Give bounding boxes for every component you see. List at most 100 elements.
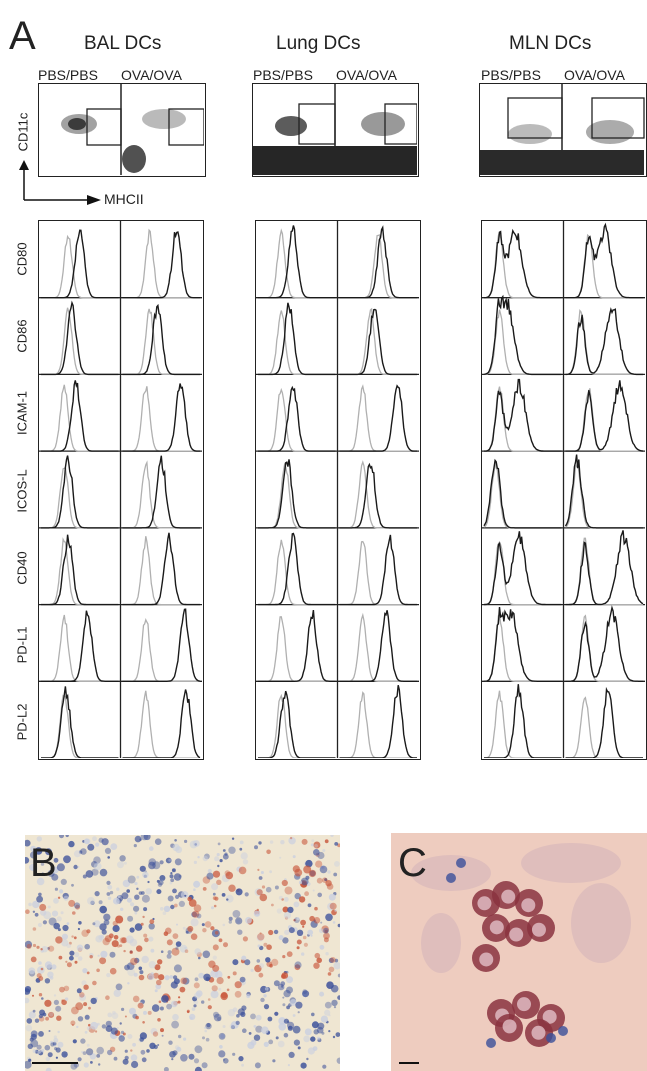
tissue-cell bbox=[103, 913, 111, 921]
tissue-cell bbox=[328, 893, 336, 901]
histogram-isotype-cd80 bbox=[122, 228, 200, 299]
tissue-cell bbox=[77, 865, 80, 868]
tissue-cell bbox=[320, 1015, 328, 1023]
tissue-cell bbox=[82, 874, 87, 879]
tissue-cell bbox=[47, 905, 51, 909]
tissue-cell bbox=[275, 1036, 279, 1040]
tissue-cell bbox=[322, 849, 326, 852]
tissue-cell bbox=[288, 837, 296, 845]
tissue-cell bbox=[30, 956, 37, 963]
condition-label-bal-pbs: PBS/PBS bbox=[38, 67, 98, 83]
tissue-cell bbox=[240, 852, 248, 860]
tissue-cell bbox=[221, 893, 226, 897]
tissue-cell bbox=[222, 1025, 226, 1028]
tissue-cell bbox=[274, 885, 279, 890]
tissue-cell bbox=[232, 971, 237, 976]
tissue-cell bbox=[117, 895, 121, 898]
tissue-cell bbox=[180, 1054, 188, 1062]
tissue-cell bbox=[170, 872, 173, 875]
tissue-cell bbox=[202, 1036, 205, 1040]
tissue-cell bbox=[189, 1013, 196, 1020]
tissue-cell bbox=[34, 912, 39, 917]
tissue-cell bbox=[99, 905, 107, 914]
tissue-cell bbox=[169, 874, 174, 879]
tissue-cell bbox=[160, 1028, 164, 1033]
tissue-cell bbox=[136, 875, 140, 879]
tissue-cell bbox=[258, 972, 264, 978]
tissue-cell bbox=[147, 1010, 152, 1015]
histogram-stain-cd80 bbox=[122, 231, 200, 299]
tissue-cell bbox=[192, 910, 200, 918]
histogram-isotype-pd-l1 bbox=[41, 614, 119, 682]
tissue-cell bbox=[127, 875, 136, 884]
tissue-cell bbox=[300, 919, 306, 926]
tissue-cell bbox=[154, 838, 162, 845]
tissue-cell bbox=[256, 908, 259, 911]
tissue-cell bbox=[175, 894, 180, 899]
tissue-cell bbox=[207, 1005, 212, 1010]
tissue-cell bbox=[211, 906, 214, 910]
tissue-cell bbox=[167, 895, 174, 902]
tissue-cell bbox=[132, 1042, 136, 1047]
tissue-cell bbox=[124, 1015, 127, 1018]
tissue-cell bbox=[25, 839, 31, 847]
tissue-cell bbox=[315, 860, 323, 868]
tissue-cell bbox=[334, 909, 337, 912]
tissue-cell bbox=[85, 870, 94, 878]
tissue-cell bbox=[204, 921, 212, 928]
tissue-cell bbox=[333, 1006, 337, 1009]
tissue-cell bbox=[105, 995, 110, 1000]
tissue-cell bbox=[258, 841, 262, 845]
histogram-isotype-icam-1 bbox=[565, 388, 643, 452]
tissue-cell bbox=[185, 930, 189, 934]
tissue-cell bbox=[201, 923, 205, 927]
tissue-cell bbox=[228, 920, 232, 924]
tissue-cell bbox=[127, 1034, 133, 1039]
tissue-cell bbox=[294, 964, 301, 971]
tissue-cell bbox=[184, 894, 187, 897]
histogram-isotype-cd40 bbox=[339, 540, 417, 606]
tissue-cell bbox=[253, 910, 261, 917]
tissue-cell bbox=[86, 1026, 91, 1031]
tissue-cell bbox=[294, 892, 301, 900]
tissue-cell bbox=[65, 835, 69, 838]
tissue-cell bbox=[179, 986, 186, 993]
histogram-isotype-icos-l bbox=[565, 460, 643, 529]
tissue-cell bbox=[326, 883, 334, 890]
tissue-cell bbox=[109, 951, 116, 958]
tissue-cell bbox=[279, 856, 282, 859]
tissue-cell bbox=[48, 945, 55, 952]
tissue-cell bbox=[225, 871, 234, 880]
tissue-cell bbox=[36, 895, 43, 903]
tissue-cell bbox=[193, 888, 196, 891]
tissue-cell bbox=[159, 875, 166, 881]
tissue-cell bbox=[122, 1058, 129, 1065]
tissue-cell bbox=[242, 1028, 247, 1033]
tissue-cell bbox=[309, 915, 315, 922]
tissue-cell bbox=[324, 1009, 331, 1016]
tissue-cell bbox=[32, 900, 40, 909]
tissue-cell bbox=[148, 861, 156, 870]
tissue-cell bbox=[202, 928, 207, 933]
tissue-cell bbox=[214, 931, 219, 935]
tissue-cell bbox=[48, 1030, 51, 1032]
histogram-isotype-cd86 bbox=[484, 309, 562, 376]
tissue-cell bbox=[259, 893, 268, 902]
histogram-stain-icos-l bbox=[564, 454, 643, 529]
tissue-cell bbox=[305, 859, 313, 868]
tissue-cell bbox=[292, 1025, 301, 1034]
tissue-cell bbox=[140, 835, 149, 841]
tissue-cell bbox=[42, 920, 47, 925]
tissue-cell bbox=[237, 929, 243, 935]
tissue-cell bbox=[188, 1053, 195, 1060]
tissue-cell bbox=[301, 952, 305, 956]
tissue-cell bbox=[121, 937, 128, 944]
tissue-cell bbox=[330, 957, 336, 963]
tissue-cell bbox=[51, 873, 59, 881]
tissue-cell bbox=[193, 880, 201, 888]
tissue-cell bbox=[37, 922, 43, 928]
tissue-cell bbox=[127, 982, 130, 985]
tissue-cell bbox=[265, 957, 271, 963]
tissue-cell bbox=[36, 1044, 42, 1050]
tissue-cell bbox=[142, 1021, 145, 1024]
